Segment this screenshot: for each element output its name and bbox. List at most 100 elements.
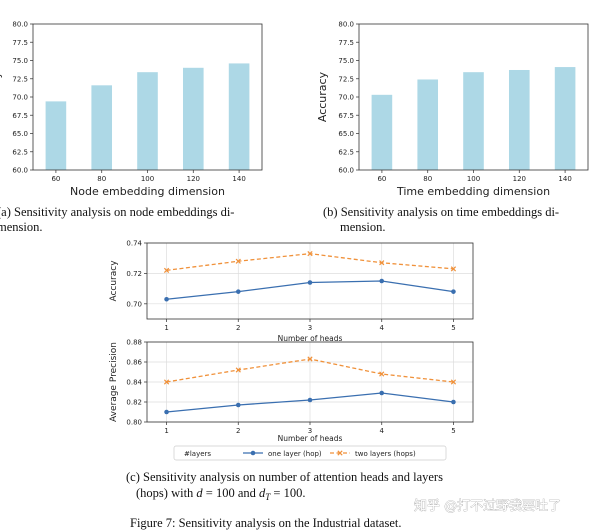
data-point [307,251,313,257]
caption-c-line1: (c) Sensitivity analysis on number of at… [126,470,443,484]
y-tick-label: 77.5 [12,39,28,47]
x-tick-label: 5 [451,324,455,332]
bar [228,63,250,170]
caption-a-line1: (a) Sensitivity analysis on node embeddi… [0,205,234,219]
bar [417,79,439,170]
x-tick-label: 4 [379,324,384,332]
y-tick-label: 67.5 [338,112,354,120]
x-tick-label: 4 [379,427,384,435]
data-point [164,296,169,302]
y-tick-label: 70.0 [338,94,354,102]
data-point [450,266,457,272]
y-tick-label: 77.5 [338,39,354,47]
data-point [379,371,385,377]
caption-c-eq1: = 100 and [203,486,259,500]
y-tick-label: 0.70 [126,300,142,308]
caption-c-eq2: = 100. [270,486,305,500]
x-tick-label: 5 [451,427,455,435]
legend: #layers one layer (hop) two layers (hops) [173,445,447,461]
x-tick-label: 3 [308,324,312,332]
x-tick-label: 2 [236,427,240,435]
y-tick-label: 62.5 [338,148,354,156]
chart-time-embedding: 60.0 62.5 65.0 67.5 70.0 72.5 75.0 77.5 80.0 60 80… [316,21,589,198]
y-tick-label: 75.0 [12,57,28,65]
legend-label: two layers (hops) [355,450,416,458]
data-point [379,390,385,396]
bar [463,72,484,170]
x-tick-label: 120 [513,175,526,183]
chart-heads-accuracy: 0.70 0.72 0.74 1 2 3 4 5 Number of heads Accuracy [109,240,474,343]
data-point [164,409,169,415]
x-tick-label: 140 [232,175,245,183]
y-tick-label: 0.72 [126,270,142,278]
bar [371,94,393,170]
data-point [307,397,313,403]
data-point [379,260,385,266]
y-tick-label: 0.80 [126,419,142,427]
watermark: 知乎 @打不过野我要吐了 [414,498,561,514]
plot-frame [146,341,474,423]
x-axis-label: Node embedding dimension [70,185,225,198]
data-point [235,289,241,294]
data-point [163,267,170,273]
y-tick-label: 80.0 [338,21,354,29]
y-tick-label: 62.5 [12,148,28,156]
y-tick-label: 0.84 [126,379,142,387]
y-tick-label: 0.82 [126,399,142,407]
legend-swatch-marker [250,450,256,456]
y-tick-label: 65.0 [12,130,28,138]
caption-c-dt-sub: T [265,492,271,502]
y-axis-label: Accuracy [109,260,119,302]
data-point [307,356,313,362]
caption-c-line2: (hops) with d = 100 and dT = 100. [136,486,305,502]
plot-frame [358,23,589,171]
x-tick-label: 60 [51,175,60,183]
y-tick-label: 72.5 [12,75,28,83]
x-tick-label: 60 [377,175,386,183]
y-tick-label: 65.0 [338,130,354,138]
plot-frame [146,242,474,320]
y-axis-label: Accuracy [0,71,3,122]
x-tick-label: 1 [164,427,168,435]
caption-c-d: d [196,486,203,500]
data-point [163,379,170,385]
data-point [235,367,241,373]
chart-node-embedding: 60.0 62.5 65.0 67.5 70.0 72.5 75.0 77.5 80.0 60 80… [0,21,263,198]
y-tick-label: 70.0 [12,94,28,102]
bar [137,72,158,170]
legend-title: #layers [184,450,211,458]
legend-swatch-marker [337,450,343,456]
y-tick-label: 72.5 [338,75,354,83]
x-tick-label: 100 [141,175,154,183]
x-axis-label: Number of heads [278,334,343,343]
data-point [451,289,456,294]
y-axis-label: Accuracy [316,71,329,122]
x-tick-label: 80 [97,175,106,183]
y-tick-label: 75.0 [338,57,354,65]
bar [554,67,576,170]
bar [182,67,204,170]
bar [508,69,530,170]
caption-c-text1: (hops) with [136,486,196,500]
x-tick-label: 80 [423,175,432,183]
y-tick-label: 0.88 [126,339,142,347]
y-tick-label: 80.0 [12,21,28,29]
x-tick-label: 100 [467,175,480,183]
y-tick-label: 0.86 [126,359,142,367]
x-axis-label: Number of heads [278,434,343,443]
bar [45,101,67,170]
x-tick-label: 120 [187,175,200,183]
plot-frame [32,23,263,171]
data-point [450,379,457,385]
bar [91,85,113,170]
figure-caption: Figure 7: Sensitivity analysis on the In… [130,516,402,530]
y-tick-label: 60.0 [12,167,28,175]
data-point [451,399,456,405]
x-tick-label: 140 [558,175,571,183]
y-axis-label: Average Precision [109,342,119,422]
caption-a-line2: mension. [0,220,42,234]
x-tick-label: 2 [236,324,240,332]
caption-c-dt: d [259,486,266,500]
x-tick-label: 1 [164,324,168,332]
